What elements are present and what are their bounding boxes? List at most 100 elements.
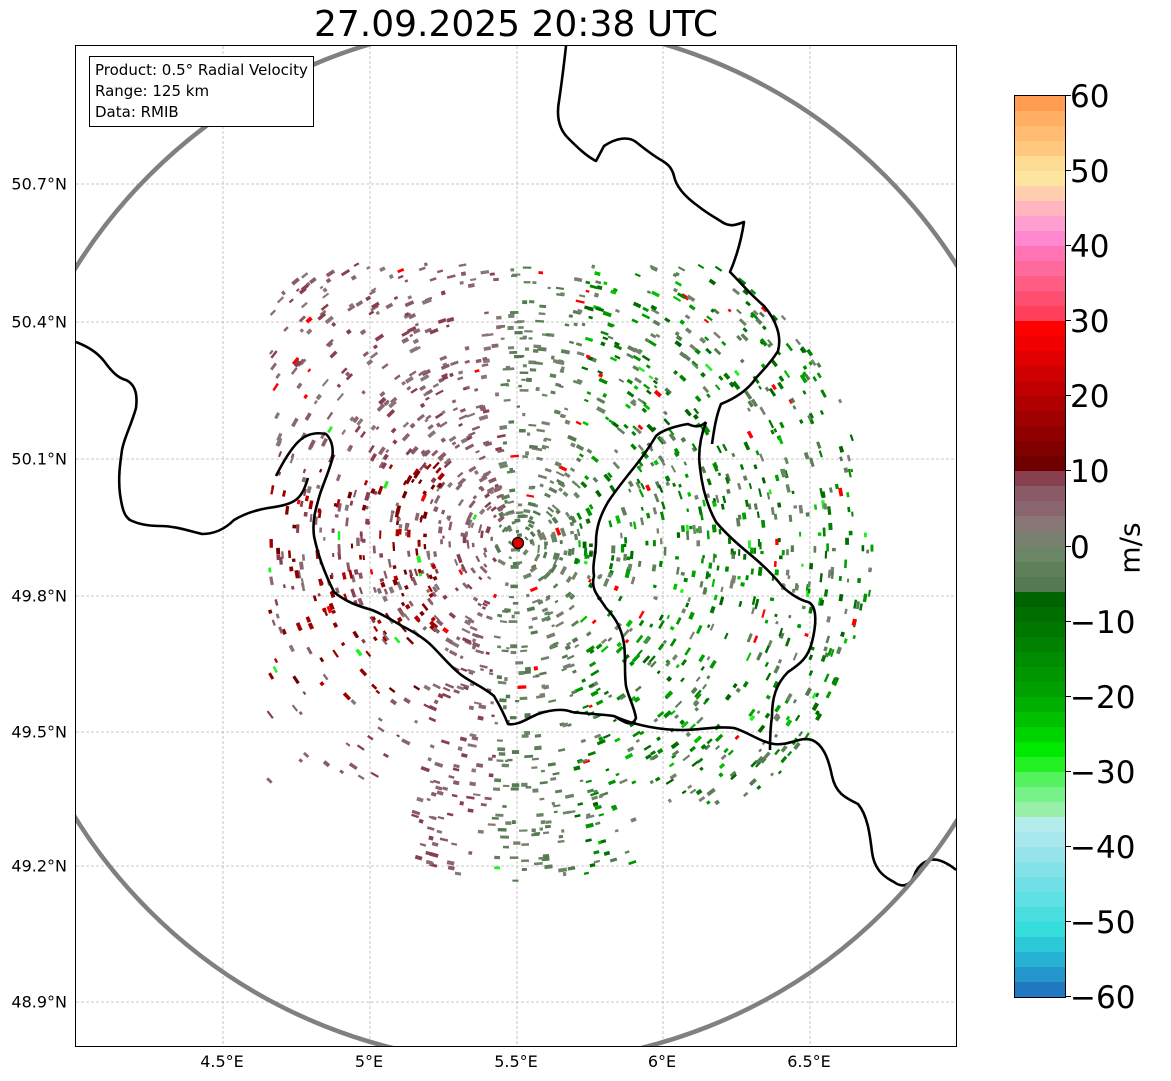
colorbar-segment: [1015, 111, 1065, 127]
velocity-echo: [414, 322, 419, 327]
velocity-echo: [579, 779, 584, 783]
radar-site-marker[interactable]: [511, 536, 525, 550]
velocity-echo: [626, 378, 634, 385]
velocity-echo: [510, 274, 518, 277]
velocity-echo: [585, 518, 591, 524]
velocity-echo: [275, 372, 281, 379]
lat-label-49-8: 49.8°N: [11, 586, 67, 606]
velocity-echo: [693, 699, 699, 706]
velocity-echo: [547, 519, 553, 525]
velocity-echo: [383, 588, 389, 595]
velocity-echo: [270, 486, 275, 495]
velocity-echo: [488, 757, 493, 761]
velocity-echo: [664, 475, 671, 482]
velocity-echo: [663, 410, 668, 416]
velocity-echo: [528, 337, 533, 340]
velocity-echo: [598, 373, 604, 378]
colorbar-segment: [1015, 201, 1065, 217]
velocity-echo: [375, 310, 380, 316]
velocity-echo: [501, 649, 509, 653]
velocity-echo: [432, 586, 438, 593]
velocity-echo: [633, 347, 642, 355]
velocity-echo: [700, 743, 707, 750]
velocity-echo: [472, 495, 478, 500]
velocity-echo: [535, 674, 540, 678]
velocity-echo: [585, 631, 592, 637]
velocity-echo: [637, 560, 642, 568]
velocity-echo: [451, 399, 457, 404]
velocity-echo: [427, 424, 434, 431]
velocity-echo: [419, 463, 426, 471]
velocity-echo: [650, 660, 657, 668]
velocity-echo: [531, 598, 541, 604]
velocity-echo: [624, 537, 628, 544]
velocity-echo: [670, 465, 677, 473]
velocity-echo: [531, 757, 539, 761]
velocity-echo: [522, 300, 528, 305]
velocity-echo: [432, 575, 438, 581]
velocity-echo: [861, 545, 865, 552]
velocity-echo: [552, 641, 559, 646]
velocity-echo: [624, 568, 631, 579]
velocity-echo: [785, 342, 794, 352]
velocity-echo: [356, 744, 365, 751]
velocity-echo: [625, 619, 633, 628]
velocity-echo: [586, 391, 592, 396]
velocity-echo: [751, 596, 757, 606]
velocity-echo: [619, 693, 627, 701]
border-luxembourg-east: [591, 421, 707, 725]
velocity-echo: [403, 697, 411, 704]
velocity-echo: [342, 692, 352, 701]
velocity-echo: [711, 578, 716, 588]
velocity-echo: [368, 310, 375, 316]
velocity-echo: [714, 265, 723, 272]
velocity-echo: [756, 511, 760, 519]
velocity-echo: [688, 611, 695, 620]
velocity-echo: [756, 785, 762, 790]
velocity-echo: [563, 550, 568, 556]
velocity-echo: [510, 787, 519, 791]
velocity-echo: [720, 754, 727, 761]
velocity-echo: [567, 434, 577, 442]
velocity-echo: [528, 423, 537, 427]
velocity-echo: [576, 308, 583, 314]
velocity-echo: [372, 344, 378, 350]
velocity-echo: [430, 484, 436, 490]
velocity-echo: [480, 270, 490, 275]
velocity-echo: [564, 407, 569, 411]
velocity-echo: [562, 491, 569, 498]
velocity-echo: [544, 824, 551, 829]
velocity-echo: [794, 584, 800, 591]
velocity-echo: [377, 485, 384, 495]
velocity-echo: [536, 456, 543, 461]
velocity-echo: [693, 735, 703, 744]
velocity-echo: [303, 488, 307, 497]
velocity-echo: [768, 489, 772, 495]
velocity-echo: [382, 453, 389, 461]
velocity-echo: [453, 689, 460, 694]
velocity-echo: [489, 272, 495, 276]
velocity-echo: [853, 599, 858, 609]
velocity-echo: [631, 398, 637, 404]
velocity-echo: [440, 363, 450, 370]
velocity-echo: [510, 650, 517, 655]
velocity-echo: [748, 778, 757, 787]
velocity-echo: [370, 424, 377, 431]
velocity-echo: [572, 309, 582, 315]
border-germany-france-south: [613, 714, 956, 887]
velocity-echo: [505, 821, 512, 825]
velocity-echo: [435, 785, 443, 791]
velocity-echo: [566, 591, 573, 598]
velocity-echo: [633, 696, 641, 703]
velocity-echo: [717, 472, 722, 477]
velocity-echo: [571, 480, 578, 486]
velocity-echo: [505, 759, 509, 763]
velocity-echo: [276, 547, 281, 555]
velocity-echo: [672, 287, 678, 293]
velocity-echo: [706, 655, 711, 661]
velocity-echo: [596, 406, 606, 414]
radar-map[interactable]: [75, 45, 957, 1047]
velocity-echo: [450, 360, 459, 367]
velocity-echo: [545, 597, 551, 602]
velocity-echo: [726, 488, 731, 495]
